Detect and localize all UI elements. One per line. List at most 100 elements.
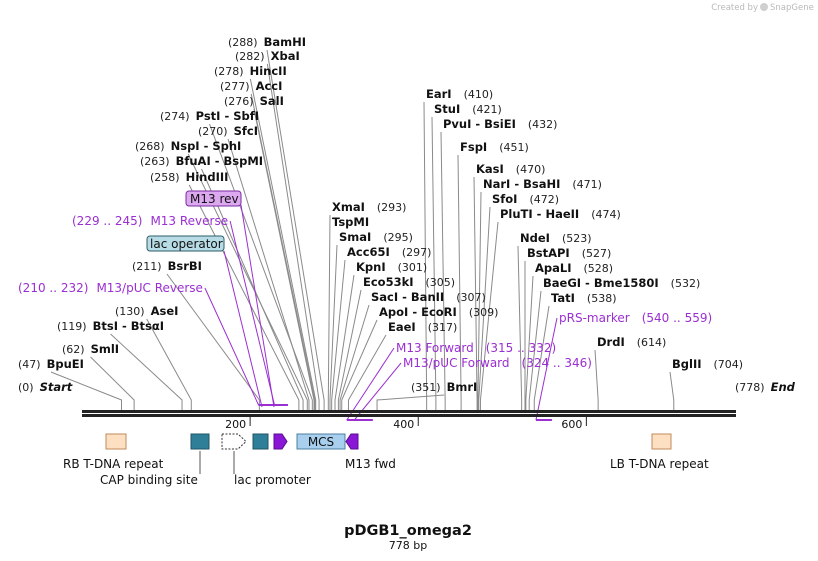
sequence-bottom-strand — [82, 414, 736, 417]
primer-label: (229 .. 245) M13 Reverse — [72, 214, 228, 228]
enzyme-label: KpnI (301) — [356, 260, 427, 274]
enzyme-position: (451) — [499, 141, 529, 154]
enzyme-label: TatI (538) — [551, 291, 617, 305]
enzyme-name: End — [771, 380, 796, 394]
enzyme-leader-line — [334, 274, 355, 410]
enzyme-leader-line — [473, 176, 478, 410]
enzyme-leader-line — [253, 108, 315, 410]
enzyme-name: PvuI - BsiEI — [443, 117, 516, 131]
primer-label: (210 .. 232) M13/pUC Reverse — [18, 281, 203, 295]
enzyme-name: BstAPI — [527, 246, 570, 260]
m13-fwd-arrow — [345, 433, 359, 450]
m13-rev-tag: M13 rev — [185, 190, 275, 408]
enzyme-label: FspI (451) — [460, 140, 529, 154]
enzyme-name: PluTI - HaeII — [500, 207, 579, 221]
enzyme-leader-line — [528, 290, 542, 410]
enzyme-position: (297) — [402, 246, 432, 259]
enzyme-position: (538) — [587, 292, 617, 305]
enzyme-label: XmaI (293) — [332, 200, 406, 214]
enzyme-position: (211) — [132, 260, 162, 273]
enzyme-position: (278) — [214, 65, 244, 78]
primer-name: M13/pUC Reverse — [96, 281, 203, 295]
m13-rev-arrow — [273, 433, 288, 450]
enzyme-leader-line — [479, 221, 499, 410]
primer-name: M13 Forward — [396, 341, 474, 355]
feature-label: MCS — [308, 435, 334, 449]
enzyme-leader-line — [669, 371, 675, 410]
enzyme-leader-line — [341, 319, 378, 410]
enzyme-position: (421) — [472, 103, 502, 116]
enzyme-label: (47) BpuEI — [18, 357, 84, 371]
enzyme-label: (351) BmrI — [411, 380, 477, 394]
enzyme-name: BglII — [672, 357, 702, 371]
enzyme-label: (258) HindIII — [150, 170, 228, 184]
enzyme-label: (130) AseI — [115, 304, 178, 318]
enzyme-label: ApoI - EcoRI (309) — [379, 305, 498, 319]
enzyme-label: EarI (410) — [426, 87, 493, 101]
primer-name: M13/pUC Forward — [403, 356, 510, 370]
enzyme-label: StuI (421) — [434, 102, 502, 116]
enzyme-label: (211) BsrBI — [132, 259, 202, 273]
enzyme-name: ApaLI — [535, 261, 572, 275]
enzyme-label: SmaI (295) — [339, 230, 413, 244]
enzyme-position: (268) — [135, 140, 165, 153]
enzyme-leader-line — [337, 289, 362, 410]
enzyme-name: BsrBI — [168, 259, 202, 273]
enzyme-name: EarI — [426, 87, 452, 101]
enzyme-position: (527) — [582, 247, 612, 260]
enzyme-position: (263) — [140, 155, 170, 168]
primer-name: pRS-marker — [559, 311, 630, 325]
enzyme-label: (62) SmlI — [62, 342, 119, 356]
lb-tdna-repeat-box — [651, 433, 672, 450]
enzyme-label: DrdI (614) — [597, 335, 666, 349]
enzyme-leader-line — [457, 154, 462, 410]
primer-leader-line — [204, 287, 259, 406]
enzyme-label: (277) AccI — [220, 79, 282, 93]
enzyme-position: (470) — [516, 163, 546, 176]
enzyme-name: XbaI — [271, 49, 300, 63]
enzyme-position: (277) — [220, 80, 250, 93]
primer-range: (229 .. 245) — [72, 214, 142, 228]
primer-name: M13 Reverse — [150, 214, 228, 228]
enzyme-name: HindIII — [186, 170, 229, 184]
primer-range: (210 .. 232) — [18, 281, 88, 295]
enzyme-name: EaeI — [388, 320, 416, 334]
enzyme-position: (305) — [426, 276, 456, 289]
enzyme-name: ApoI - EcoRI — [379, 305, 457, 319]
enzyme-label: (268) NspI - SphI — [135, 139, 241, 153]
enzyme-position: (307) — [456, 291, 486, 304]
ruler-label: 400 — [393, 418, 414, 431]
enzyme-leader-line — [478, 206, 491, 410]
enzyme-position: (317) — [428, 321, 458, 334]
enzyme-label: BglII (704) — [672, 357, 743, 371]
enzyme-position: (410) — [464, 88, 494, 101]
enzyme-position: (274) — [160, 110, 190, 123]
enzyme-position: (432) — [528, 118, 558, 131]
enzyme-leader-line — [187, 153, 308, 410]
enzyme-name: StuI — [434, 102, 460, 116]
enzyme-leader-line — [110, 333, 183, 410]
enzyme-position: (532) — [671, 277, 701, 290]
primer-leader-line — [535, 317, 558, 421]
enzyme-label: KasI (470) — [476, 162, 545, 176]
enzyme-name: SacI - BanII — [371, 290, 444, 304]
enzyme-leader-line — [431, 116, 437, 410]
lac-operator-box — [252, 433, 269, 450]
enzyme-name: BpuEI — [47, 357, 84, 371]
enzyme-name: NarI - BsaHI — [483, 177, 560, 191]
enzyme-name: AseI — [151, 304, 179, 318]
enzyme-label: (778) End — [735, 380, 796, 394]
enzyme-position: (778) — [735, 381, 765, 394]
enzyme-label: (0) Start — [18, 380, 73, 394]
enzyme-position: (282) — [235, 50, 265, 63]
enzyme-name: BaeGI - Bme1580I — [543, 276, 659, 290]
feature-label: M13 fwd — [345, 457, 396, 471]
enzyme-name: SfcI — [234, 124, 258, 138]
enzyme-label: SacI - BanII (307) — [371, 290, 486, 304]
enzyme-leader-line — [376, 394, 445, 410]
enzyme-label: (263) BfuAI - BspMI — [140, 154, 263, 168]
svg-text:lac operator: lac operator — [150, 237, 223, 251]
enzyme-label: (274) PstI - SbfI — [160, 109, 259, 123]
enzyme-leader-line — [347, 334, 387, 410]
enzyme-label: BstAPI (527) — [527, 246, 611, 260]
